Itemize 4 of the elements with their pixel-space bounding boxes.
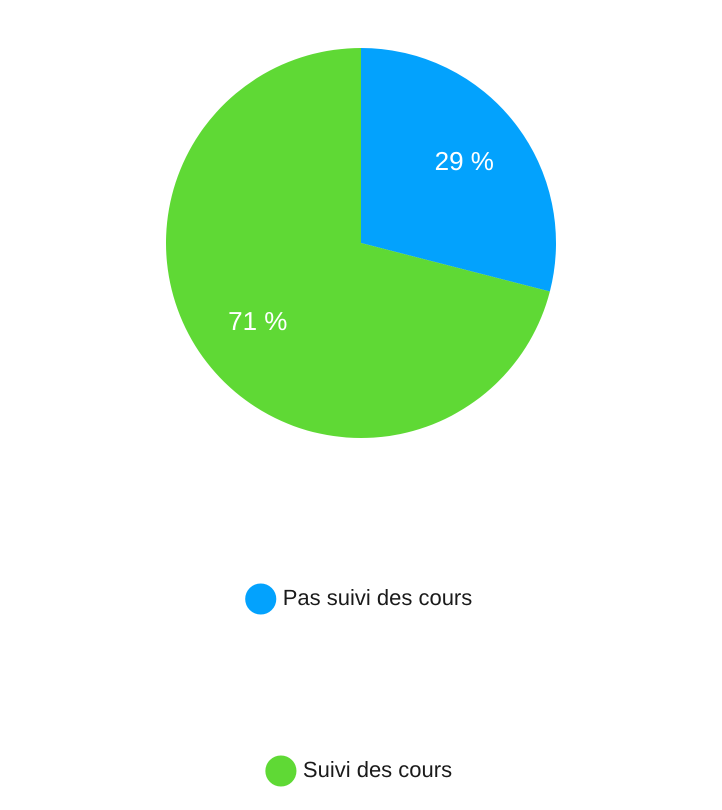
legend-label: Pas suivi des cours [282,585,472,610]
legend-label: Suivi des cours [302,757,452,782]
data-label: 29 % [434,146,494,176]
data-label: 71 % [228,306,288,336]
